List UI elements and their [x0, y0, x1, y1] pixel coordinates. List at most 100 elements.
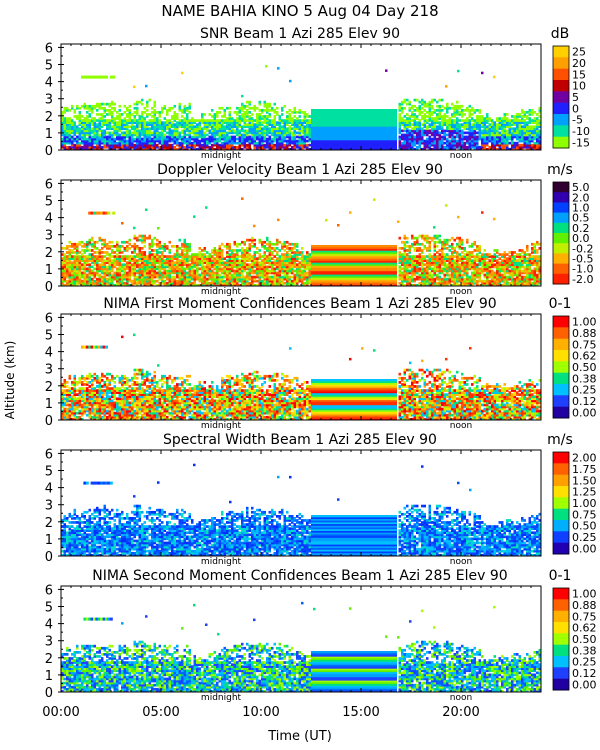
heatmap-cell — [178, 135, 181, 139]
heatmap-cell — [468, 111, 471, 114]
heatmap-cell — [226, 139, 229, 143]
heatmap-cell — [121, 277, 124, 281]
heatmap-cell — [111, 147, 114, 150]
heatmap-cell — [493, 127, 496, 131]
heatmap-cell — [236, 242, 239, 246]
heatmap-cell — [168, 255, 171, 258]
heatmap-cell — [113, 106, 116, 110]
heatmap-cell — [428, 236, 431, 240]
heatmap-cell — [108, 131, 111, 135]
heatmap-cell — [86, 141, 89, 145]
heatmap-cell — [248, 267, 251, 271]
heatmap-cell — [276, 147, 279, 150]
heatmap-cell — [293, 119, 296, 122]
heatmap-cell — [66, 145, 69, 149]
heatmap-cell — [71, 273, 74, 277]
heatmap-cell — [418, 113, 421, 116]
heatmap-cell — [278, 255, 281, 258]
heatmap-cell — [88, 143, 91, 147]
heatmap-cell — [61, 125, 64, 129]
heatmap-cell — [226, 267, 229, 271]
heatmap-cell — [471, 106, 474, 110]
heatmap-cell — [238, 143, 241, 147]
heatmap-cell — [488, 147, 491, 150]
heatmap-cell — [171, 255, 174, 258]
heatmap-cell — [233, 253, 236, 256]
heatmap-cell — [251, 267, 254, 271]
heatmap-cell — [428, 261, 431, 265]
heatmap-cell — [123, 267, 126, 271]
heatmap-cell — [251, 137, 254, 141]
heatmap-cell — [91, 283, 94, 286]
heatmap-cell — [191, 135, 194, 139]
heatmap-cell — [63, 273, 66, 277]
heatmap-cell — [66, 247, 69, 250]
heatmap-cell — [531, 129, 534, 133]
heatmap-cell — [276, 121, 279, 124]
heatmap-cell — [131, 259, 134, 262]
heatmap-cell — [416, 141, 419, 145]
heatmap-cell — [421, 242, 424, 246]
heatmap-cell — [411, 234, 414, 238]
heatmap-cell — [81, 129, 84, 133]
heatmap-cell — [103, 106, 106, 110]
heatmap-cell — [98, 255, 101, 258]
heatmap-cell — [511, 115, 514, 118]
heatmap-cell — [258, 275, 261, 279]
heatmap-cell — [151, 119, 154, 122]
heatmap-cell — [263, 240, 266, 244]
heatmap-cell — [398, 137, 401, 141]
heatmap-cell — [93, 75, 96, 79]
heatmap-cell — [503, 131, 506, 135]
heatmap-cell — [303, 131, 306, 135]
heatmap-cell — [183, 275, 186, 279]
heatmap-cell — [271, 271, 274, 275]
heatmap-cell — [166, 273, 169, 277]
heatmap-cell — [88, 265, 91, 269]
heatmap-cell — [436, 255, 439, 258]
heatmap-cell — [86, 245, 89, 248]
heatmap-cell — [226, 251, 229, 254]
heatmap-cell — [281, 269, 284, 273]
heatmap-cell — [151, 133, 154, 137]
heatmap-cell — [201, 113, 204, 116]
heatmap-cell — [533, 127, 536, 131]
heatmap-cell — [143, 141, 146, 145]
heatmap-cell — [78, 242, 81, 246]
heatmap-cell — [408, 247, 411, 250]
heatmap-cell — [116, 117, 119, 120]
heatmap-cell — [411, 127, 414, 131]
heatmap-cell — [413, 127, 416, 131]
heatmap-cell — [88, 281, 91, 285]
heatmap-cell — [83, 125, 86, 129]
heatmap-cell — [246, 147, 249, 150]
heatmap-cell — [128, 115, 131, 118]
heatmap-cell — [161, 279, 164, 283]
heatmap-cell — [291, 141, 294, 145]
heatmap-cell — [183, 267, 186, 271]
heatmap-cell — [286, 253, 289, 256]
heatmap-cell — [468, 137, 471, 141]
heatmap-cell — [283, 253, 286, 256]
heatmap-cell — [88, 131, 91, 135]
heatmap-cell — [526, 139, 529, 143]
heatmap-cell — [271, 137, 274, 141]
heatmap-cell — [228, 265, 231, 269]
heatmap-cell — [201, 147, 204, 150]
heatmap-cell — [118, 139, 121, 143]
heatmap-cell — [303, 267, 306, 271]
heatmap-cell — [253, 125, 256, 129]
heatmap-cell — [108, 113, 111, 116]
heatmap-cell — [83, 251, 86, 254]
heatmap-cell — [273, 277, 276, 281]
heatmap-cell — [426, 271, 429, 275]
heatmap-cell — [188, 279, 191, 283]
heatmap-cell — [213, 135, 216, 139]
heatmap-cell — [178, 119, 181, 122]
heatmap-cell — [61, 269, 64, 273]
heatmap-cell — [276, 240, 279, 244]
heatmap-cell — [456, 125, 459, 129]
heatmap-cell — [186, 283, 189, 286]
heatmap-cell — [293, 133, 296, 137]
heatmap-cell — [116, 129, 119, 133]
